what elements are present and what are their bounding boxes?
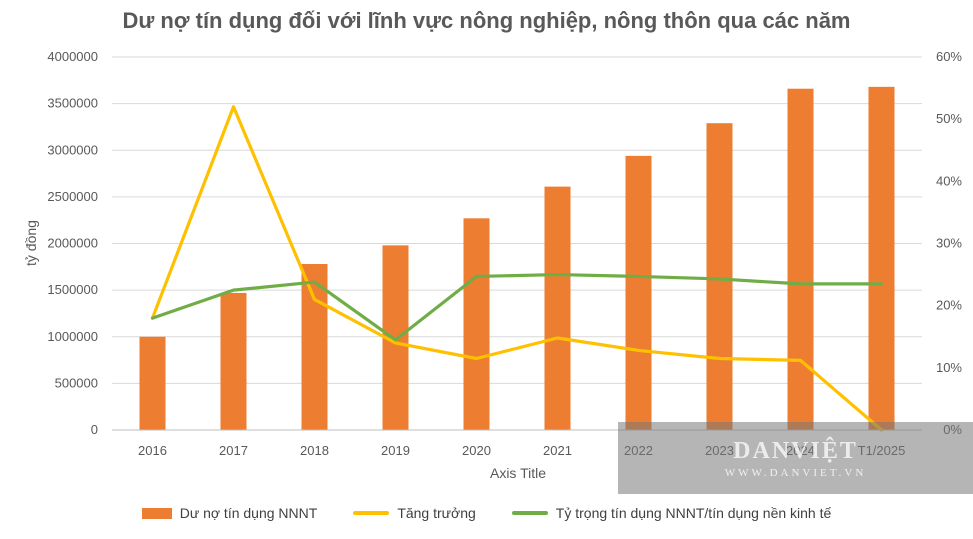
watermark: DANVIỆT WWW.DANVIET.VN — [618, 422, 973, 494]
x-tick-label: 2019 — [381, 443, 410, 458]
x-tick-label: 2018 — [300, 443, 329, 458]
bar-debt — [868, 86, 895, 430]
watermark-logo: DANVIỆT — [733, 437, 858, 464]
y2-tick-label: 50% — [936, 111, 962, 126]
y-tick-label: 3000000 — [47, 142, 98, 157]
line-share — [150, 272, 884, 342]
legend-item-share: Tỷ trọng tín dụng NNNT/tín dụng nền kinh… — [511, 505, 832, 521]
x-tick-label: 2017 — [219, 443, 248, 458]
chart-plot: 0 500000 1000000 1500000 2000000 2500000 30000… — [23, 49, 962, 481]
y-tick-label: 4000000 — [47, 49, 98, 64]
x-tick-label: 2016 — [138, 443, 167, 458]
y-tick-label: 1500000 — [47, 282, 98, 297]
legend-item-debt: Dư nợ tín dụng NNNT — [141, 505, 318, 521]
bar-debt — [220, 292, 247, 430]
y2-tick-label: 40% — [936, 173, 962, 188]
x-tick-label: 2020 — [462, 443, 491, 458]
legend-swatch-growth — [353, 511, 390, 515]
bar-debt — [706, 123, 733, 431]
bar-debt — [787, 88, 814, 430]
watermark-url: WWW.DANVIET.VN — [724, 466, 867, 479]
bar-debt — [625, 155, 652, 430]
y2-tick-label: 60% — [936, 49, 962, 64]
y-tick-label: 0 — [91, 422, 98, 437]
y-tick-label: 1000000 — [47, 329, 98, 344]
y-tick-label: 2500000 — [47, 189, 98, 204]
y2-tick-label: 30% — [936, 236, 962, 251]
chart-title: Dư nợ tín dụng đối với lĩnh vực nông ngh… — [122, 8, 851, 33]
y2-tick-label: 10% — [936, 360, 962, 375]
bar-debt — [139, 336, 166, 430]
x-tick-label: 2021 — [543, 443, 572, 458]
y-tick-label: 3500000 — [47, 96, 98, 111]
y-tick-label: 2000000 — [47, 236, 98, 251]
legend-item-growth: Tăng trưởng — [353, 505, 476, 521]
y-tick-label: 500000 — [55, 375, 98, 390]
line-growth — [150, 105, 884, 432]
legend-label-growth: Tăng trưởng — [397, 505, 476, 521]
y2-tick-label: 20% — [936, 298, 962, 313]
legend-swatch-debt — [141, 507, 172, 519]
legend-label-share: Tỷ trọng tín dụng NNNT/tín dụng nền kinh… — [555, 505, 832, 521]
x-axis-title: Axis Title — [490, 465, 546, 481]
bar-debt — [544, 186, 571, 430]
legend-label-debt: Dư nợ tín dụng NNNT — [179, 505, 318, 521]
legend: Dư nợ tín dụng NNNT Tăng trưởng Tỷ trọng… — [0, 505, 973, 521]
bar-debt — [301, 264, 328, 430]
legend-swatch-share — [511, 511, 548, 515]
bar-debt — [463, 218, 490, 430]
y-axis-title: tỷ đồng — [23, 220, 39, 266]
